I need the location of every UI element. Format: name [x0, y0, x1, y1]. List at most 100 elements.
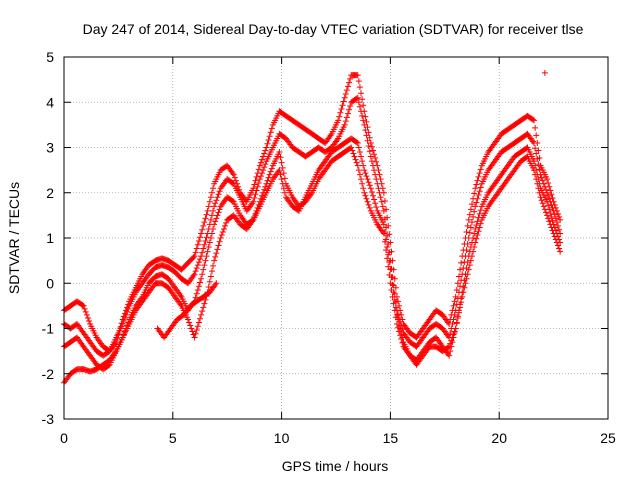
data-point: [211, 221, 218, 228]
data-point: [360, 185, 367, 192]
data-point: [355, 167, 362, 174]
data-point: [395, 311, 402, 318]
data-point: [371, 167, 378, 174]
data-point: [545, 192, 552, 199]
data-point: [475, 192, 482, 199]
data-point: [199, 249, 206, 256]
data-point: [356, 149, 363, 156]
data-point: [354, 94, 361, 101]
x-tick-label: 0: [60, 430, 68, 446]
data-point: [469, 201, 475, 208]
data-point: [82, 308, 89, 315]
data-point: [549, 204, 556, 211]
data-point: [212, 218, 219, 225]
data-point: [453, 320, 460, 327]
data-point: [369, 162, 376, 169]
data-point: [473, 199, 480, 206]
data-point: [250, 198, 257, 205]
data-point: [393, 311, 400, 318]
data-point: [264, 140, 271, 147]
data-point: [552, 236, 559, 243]
data-point: [383, 224, 390, 231]
data-point: [548, 213, 555, 220]
data-point: [346, 79, 353, 86]
data-point: [354, 139, 361, 146]
data-point: [399, 334, 406, 341]
data-point: [384, 244, 391, 251]
data-point: [360, 102, 367, 109]
x-axis-label: GPS time / hours: [282, 458, 389, 474]
data-point: [544, 212, 551, 219]
data-point: [470, 235, 477, 241]
data-point: [216, 188, 223, 195]
data-point: [83, 311, 90, 318]
data-point: [371, 196, 378, 203]
data-point: [336, 113, 343, 120]
data-point: [220, 225, 227, 232]
data-point: [365, 179, 372, 186]
data-point: [261, 150, 268, 157]
data-point: [222, 222, 229, 229]
data-point: [398, 330, 405, 337]
data-point: [80, 302, 87, 309]
data-point: [341, 94, 348, 101]
data-point: [390, 282, 397, 289]
data-point: [353, 139, 360, 146]
data-point: [556, 226, 563, 233]
data-point: [278, 176, 285, 183]
data-point: [124, 308, 131, 315]
data-point: [194, 262, 201, 269]
data-point: [341, 121, 348, 128]
data-point: [556, 213, 563, 220]
data-point: [551, 233, 558, 240]
data-point: [546, 195, 553, 202]
data-point: [396, 302, 403, 309]
data-point: [262, 147, 269, 154]
data-point: [358, 176, 365, 183]
data-point: [547, 210, 554, 217]
data-point: [219, 228, 226, 235]
data-point: [195, 259, 202, 266]
data-point: [263, 144, 270, 151]
data-point: [204, 248, 211, 255]
data-point: [197, 279, 203, 286]
data-point: [552, 215, 559, 222]
data-point: [469, 253, 475, 260]
data-point: [387, 266, 394, 273]
y-tick-label: 5: [46, 49, 54, 65]
data-point: [471, 208, 478, 215]
data-points: [61, 69, 564, 386]
data-point: [348, 144, 355, 151]
data-point: [477, 220, 484, 227]
data-point: [200, 304, 207, 311]
data-point: [200, 222, 207, 229]
data-point: [447, 348, 454, 355]
data-point: [362, 127, 369, 134]
data-point: [532, 171, 539, 178]
data-point: [368, 158, 375, 165]
data-point: [214, 194, 221, 201]
data-point: [264, 177, 271, 184]
data-point: [473, 235, 480, 242]
data-point: [467, 206, 474, 213]
data-point: [361, 189, 368, 196]
data-point: [215, 242, 222, 249]
data-point: [359, 112, 366, 119]
data-point: [391, 296, 398, 303]
data-point: [199, 226, 206, 233]
data-point: [549, 217, 556, 224]
data-point: [210, 262, 217, 269]
data-point: [207, 273, 214, 280]
data-point: [460, 289, 467, 296]
data-point: [276, 149, 283, 156]
data-point: [208, 189, 215, 196]
data-point: [352, 156, 359, 163]
data-point: [450, 316, 457, 323]
data-point: [373, 176, 380, 183]
data-point: [265, 136, 272, 143]
data-point: [451, 298, 458, 305]
data-point: [192, 268, 199, 275]
data-point: [191, 253, 198, 260]
data-point: [465, 216, 472, 223]
data-point: [119, 320, 126, 327]
